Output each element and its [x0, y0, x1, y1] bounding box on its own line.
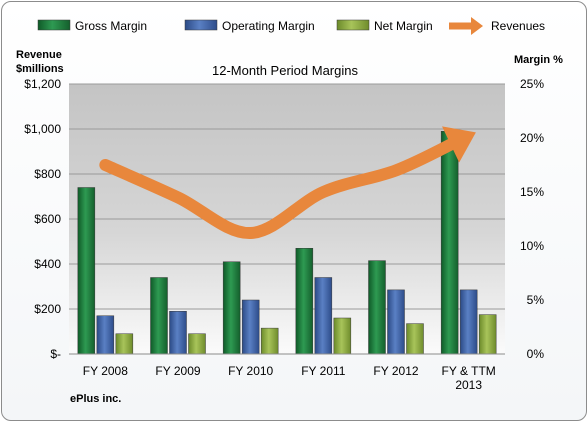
y-right-tick-label: 15% — [520, 185, 544, 199]
y-left-tick-label: $- — [50, 347, 61, 361]
y-right-tick-label: 5% — [527, 293, 545, 307]
bar — [150, 277, 168, 355]
bar — [333, 317, 352, 355]
y-left-tick-label: $200 — [34, 302, 61, 316]
y-left-tick-labels: $- $200 $400 $600 $800 $1,000 $1,200 — [24, 77, 61, 361]
x-tick-labels: FY 2008 FY 2009 FY 2010 FY 2011 FY 2012 FY & … — [83, 364, 496, 392]
y-right-tick-label: 0% — [527, 347, 545, 361]
bar — [440, 131, 459, 355]
x-tick-label: FY 2011 — [301, 364, 346, 378]
revenues-line-path — [99, 135, 463, 240]
bar — [115, 333, 134, 355]
revenues-line — [99, 126, 476, 240]
y-right-axis-title: Margin % — [514, 54, 563, 66]
bar — [478, 314, 497, 355]
legend-label: Net Margin — [374, 19, 433, 33]
legend: Gross Margin Operating Margin Net Margin Re… — [37, 17, 545, 35]
bar — [295, 248, 314, 355]
bars — [77, 131, 497, 355]
legend-swatch — [184, 19, 218, 31]
y-left-tick-label: $400 — [34, 257, 61, 271]
legend-swatch — [336, 19, 370, 31]
bar — [241, 299, 260, 355]
legend-label: Operating Margin — [222, 19, 315, 33]
y-left-axis-title-line2: $millions — [16, 63, 64, 75]
bar — [459, 289, 478, 355]
y-right-tick-label: 10% — [520, 239, 544, 253]
bar — [169, 311, 187, 355]
y-left-axis-title-line1: Revenue — [16, 49, 62, 61]
legend-swatch — [37, 19, 71, 31]
bar — [406, 323, 424, 355]
x-tick-label: FY 2012 — [373, 364, 418, 378]
y-left-tick-label: $600 — [34, 212, 61, 226]
y-left-tick-label: $1,000 — [24, 122, 61, 136]
y-left-tick-label: $1,200 — [24, 77, 61, 91]
bar — [188, 333, 206, 355]
bar — [96, 315, 115, 355]
x-tick-label: FY 2009 — [155, 364, 200, 378]
legend-label: Gross Margin — [75, 19, 147, 33]
bar — [387, 289, 405, 355]
y-right-tick-label: 20% — [520, 131, 544, 145]
bar — [222, 261, 241, 355]
bar — [77, 187, 96, 355]
bar — [260, 327, 279, 355]
company-name: ePlus inc. — [70, 393, 121, 405]
y-left-tick-label: $800 — [34, 167, 61, 181]
chart-title: 12-Month Period Margins — [212, 63, 358, 78]
x-tick-label: FY 2008 — [83, 364, 128, 378]
x-tick-label: FY 2010 — [228, 364, 273, 378]
bar — [314, 277, 333, 355]
legend-swatch-revenues-head — [471, 17, 483, 35]
y-right-tick-label: 25% — [520, 77, 544, 91]
bar — [368, 260, 386, 355]
x-tick-label: FY & TTM 2013 — [442, 364, 496, 392]
y-right-tick-labels: 0% 5% 10% 15% 20% 25% — [520, 77, 544, 361]
revenues-arrow-head — [442, 126, 476, 163]
legend-label: Revenues — [491, 19, 545, 33]
